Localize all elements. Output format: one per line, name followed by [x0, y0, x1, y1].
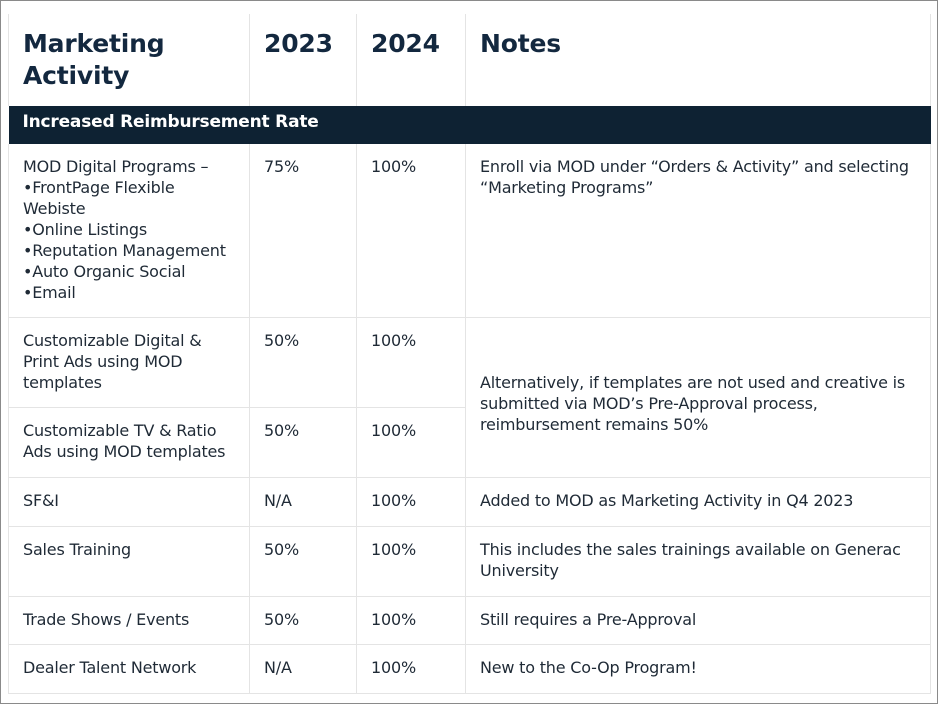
activity-cell: Customizable Digital & Print Ads using M…	[8, 317, 250, 408]
activity-cell: MOD Digital Programs – •FrontPage Flexib…	[8, 144, 250, 318]
activity-cell: SF&I	[8, 477, 250, 527]
cell-2024: 100%	[356, 596, 466, 645]
bullet: •FrontPage Flexible Webiste	[23, 178, 175, 218]
header-row: Marketing Activity 2023 2024 Notes	[8, 14, 931, 106]
section-row: Increased Reimbursement Rate	[8, 106, 931, 144]
row: Customizable Digital & Print Ads using M…	[8, 317, 931, 478]
cell-2024: 100%	[356, 407, 466, 478]
cell-2024: 100%	[356, 526, 466, 597]
row: SF&I N/A 100% Added to MOD as Marketing …	[8, 477, 931, 527]
cell-2023: 75%	[249, 144, 357, 318]
cell-2023: N/A	[249, 477, 357, 527]
cell-2023: 50%	[249, 526, 357, 597]
header-cell: 2024	[356, 14, 466, 106]
activity: MOD Digital Programs –	[23, 157, 209, 176]
activity-cell: Trade Shows / Events	[8, 596, 250, 645]
notes-cell: Alternatively, if templates are not used…	[465, 317, 931, 478]
cell-2024: 100%	[356, 477, 466, 527]
section-title: Increased Reimbursement Rate	[8, 106, 931, 144]
activity-cell: Sales Training	[8, 526, 250, 597]
bullet: •Email	[23, 283, 76, 302]
notes-cell: Still requires a Pre-Approval	[465, 596, 931, 645]
row: Sales Training 50% 100% This includes th…	[8, 526, 931, 597]
notes-cell: Enroll via MOD under “Orders & Activity”…	[465, 144, 931, 318]
cell-2023: 50%	[249, 317, 357, 408]
cell-2024: 100%	[356, 317, 466, 408]
notes-cell: New to the Co-Op Program!	[465, 644, 931, 694]
cell-2024: 100%	[356, 644, 466, 694]
table: Marketing Activity 2023 2024 Notes Incre…	[8, 14, 931, 694]
cell-2023: 50%	[249, 407, 357, 478]
activity-cell: Customizable TV & Ratio Ads using MOD te…	[8, 407, 250, 478]
bullet: •Online Listings	[23, 220, 147, 239]
header-cell: 2023	[249, 14, 357, 106]
row: Dealer Talent Network N/A 100% New to th…	[8, 644, 931, 694]
row: MOD Digital Programs – •FrontPage Flexib…	[8, 144, 931, 318]
notes-cell: This includes the sales trainings availa…	[465, 526, 931, 597]
header-cell: Notes	[465, 14, 931, 106]
bullet: •Auto Organic Social	[23, 262, 186, 281]
row: Customizable TV & Ratio Ads using MOD te…	[8, 407, 931, 478]
cell-2024: 100%	[356, 144, 466, 318]
activity-cell: Dealer Talent Network	[8, 644, 250, 694]
cell-2023: N/A	[249, 644, 357, 694]
notes-cell: Added to MOD as Marketing Activity in Q4…	[465, 477, 931, 527]
cell-2023: 50%	[249, 596, 357, 645]
row: Trade Shows / Events 50% 100% Still requ…	[8, 596, 931, 645]
bullet: •Reputation Management	[23, 241, 226, 260]
header-cell: Marketing Activity	[8, 14, 250, 106]
